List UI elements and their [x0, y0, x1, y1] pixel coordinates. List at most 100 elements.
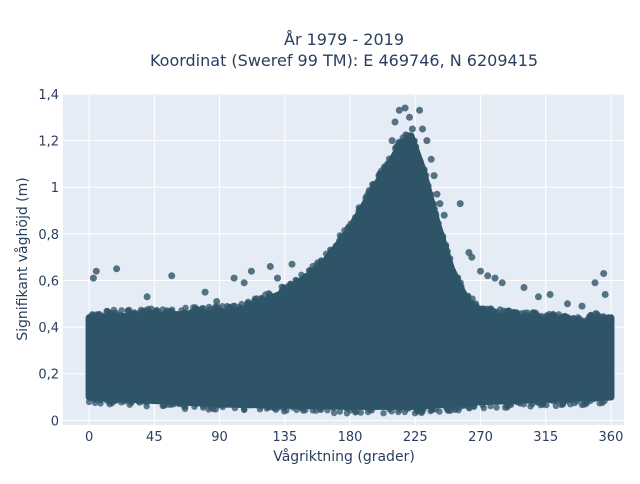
- y-tick-label: 0,4: [38, 321, 59, 336]
- data-point: [416, 106, 424, 114]
- data-point: [518, 310, 525, 317]
- data-point: [120, 313, 128, 320]
- data-point: [214, 313, 221, 320]
- data-point: [530, 309, 538, 317]
- data-point: [210, 401, 217, 408]
- data-point: [277, 291, 285, 299]
- data-point: [160, 402, 167, 409]
- data-point: [549, 310, 557, 318]
- data-point: [304, 273, 311, 280]
- data-point: [560, 313, 568, 320]
- data-point: [330, 409, 338, 417]
- data-point: [342, 404, 349, 411]
- x-tick-label: 225: [403, 430, 428, 445]
- data-point: [87, 313, 95, 320]
- data-point: [516, 400, 524, 407]
- data-point: [107, 310, 114, 317]
- data-point: [200, 402, 207, 410]
- data-point: [241, 406, 248, 414]
- data-point: [535, 293, 542, 301]
- data-point: [231, 311, 239, 319]
- data-point: [564, 300, 571, 308]
- data-point: [324, 257, 332, 264]
- data-point: [419, 125, 426, 133]
- data-point: [92, 267, 100, 275]
- y-tick-label: 0: [51, 414, 59, 429]
- data-point: [593, 320, 600, 328]
- data-point: [356, 205, 363, 212]
- data-point: [115, 313, 123, 321]
- data-point: [165, 312, 172, 319]
- data-point: [148, 305, 155, 312]
- data-point: [453, 278, 460, 285]
- data-point: [464, 292, 471, 300]
- x-tick-label: 180: [338, 430, 363, 445]
- data-point: [368, 403, 375, 411]
- data-point: [444, 248, 451, 255]
- data-point: [480, 404, 487, 412]
- data-point: [237, 309, 244, 317]
- data-point: [561, 397, 569, 404]
- data-point: [219, 303, 226, 310]
- data-point: [283, 407, 290, 414]
- data-point: [558, 401, 565, 408]
- data-point: [357, 409, 364, 416]
- data-point: [587, 397, 594, 404]
- data-point: [470, 399, 477, 406]
- data-point: [113, 265, 121, 273]
- data-point: [274, 274, 281, 282]
- data-point: [601, 291, 609, 298]
- data-point: [240, 279, 248, 287]
- data-point: [346, 226, 353, 233]
- data-point: [327, 248, 334, 255]
- data-point: [504, 402, 512, 409]
- x-tick-label: 360: [599, 430, 624, 445]
- data-point: [159, 306, 166, 313]
- y-tick-label: 1,2: [38, 135, 59, 150]
- data-point: [388, 137, 396, 145]
- data-point: [520, 284, 528, 291]
- data-point: [431, 205, 438, 213]
- data-point: [143, 399, 150, 406]
- data-point: [257, 299, 264, 306]
- data-point: [447, 255, 454, 262]
- data-point: [90, 395, 98, 402]
- data-point: [472, 300, 479, 307]
- data-point: [288, 260, 296, 268]
- tick-labels: 0 45 90 135 180 225 270 315 360 0 0,2 0,4 0,6 0,8 1 1,2…: [38, 88, 623, 445]
- data-point: [493, 404, 500, 411]
- data-point: [498, 279, 506, 287]
- x-tick-label: 315: [533, 430, 558, 445]
- data-point: [546, 291, 554, 298]
- y-tick-label: 0,8: [38, 228, 59, 243]
- data-point: [469, 295, 476, 302]
- data-point: [405, 403, 412, 410]
- data-point: [428, 406, 435, 414]
- data-point: [317, 258, 325, 266]
- data-point: [336, 408, 343, 415]
- data-point: [527, 403, 534, 410]
- data-point: [352, 221, 359, 228]
- data-point: [200, 305, 207, 312]
- data-point: [155, 315, 162, 323]
- data-point: [315, 403, 322, 410]
- data-point: [256, 406, 264, 413]
- data-point: [421, 166, 428, 173]
- data-point: [430, 172, 438, 180]
- data-point: [129, 311, 137, 318]
- data-point: [369, 181, 376, 188]
- data-point: [289, 404, 297, 411]
- data-point: [141, 313, 149, 321]
- data-point: [408, 125, 416, 133]
- data-point: [118, 307, 125, 314]
- data-point: [143, 293, 151, 301]
- data-point: [604, 318, 611, 325]
- data-point: [406, 113, 413, 121]
- data-point: [395, 404, 402, 411]
- chart-title-line1: År 1979 - 2019: [284, 30, 404, 49]
- data-point: [466, 405, 473, 412]
- data-point: [135, 398, 142, 405]
- data-point: [427, 155, 435, 163]
